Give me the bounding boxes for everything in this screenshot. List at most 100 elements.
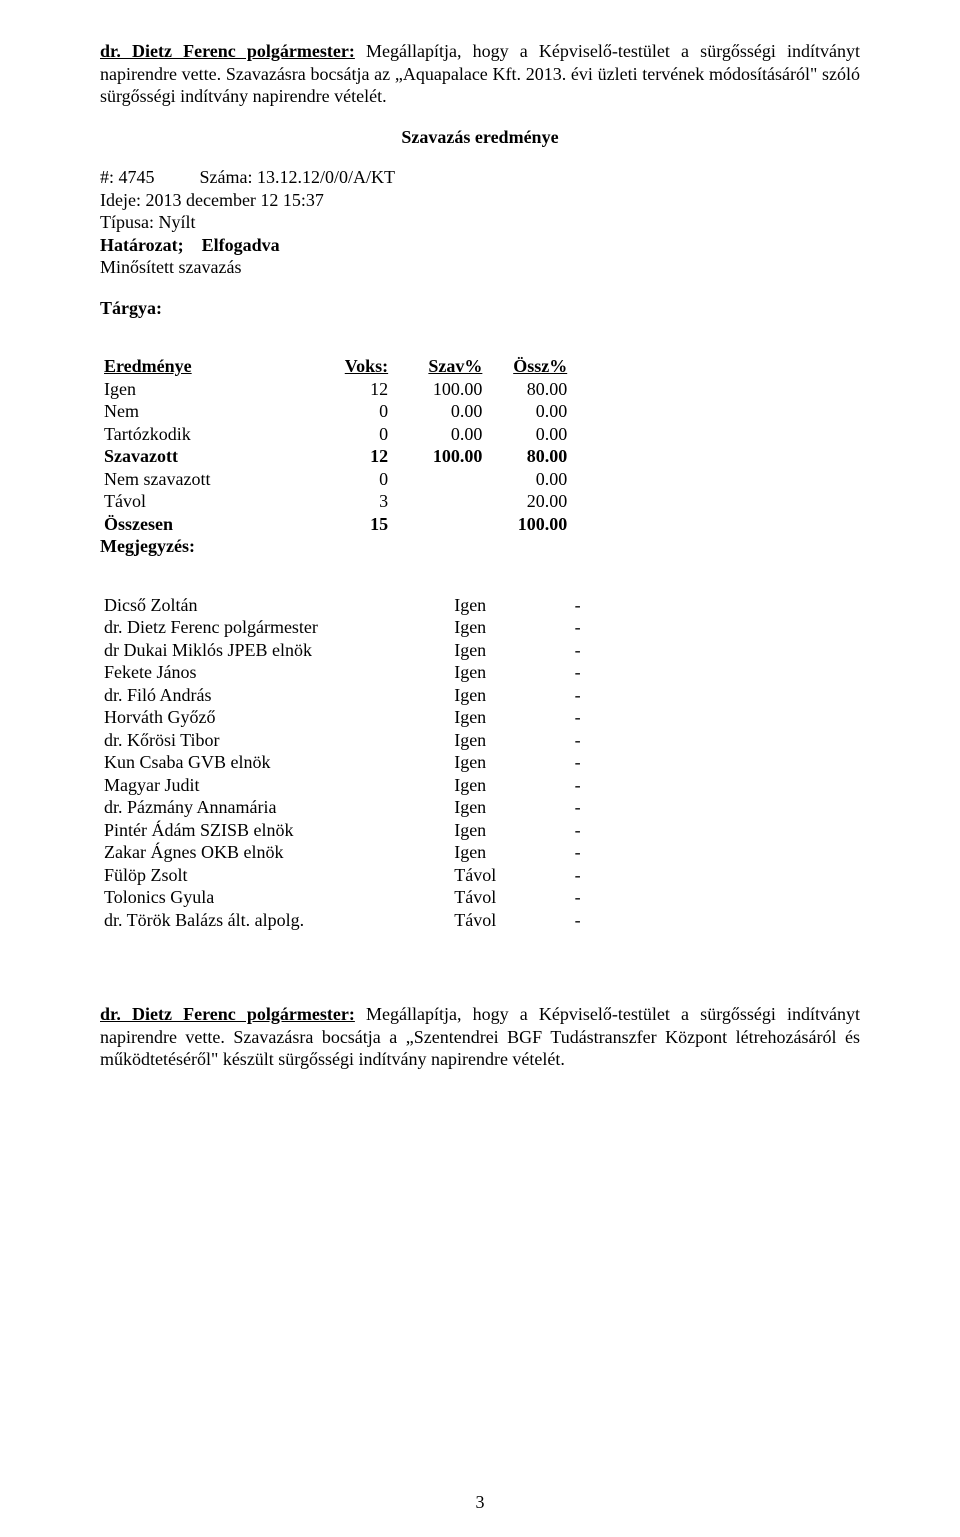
vote-value: Távol <box>450 886 570 909</box>
vote-row: dr Dukai Miklós JPEB elnökIgen- <box>100 639 647 662</box>
result-cell: 15 <box>298 513 392 536</box>
result-cell: 0.00 <box>392 423 486 446</box>
result-cell: 0.00 <box>486 468 571 491</box>
document-page: dr. Dietz Ferenc polgármester: Megállapí… <box>0 0 960 1537</box>
vote-name: Horváth Győző <box>100 706 450 729</box>
result-cell <box>392 468 486 491</box>
vote-dash: - <box>571 774 648 797</box>
result-row: Nem 0 0.00 0.00 <box>100 400 571 423</box>
vote-row: dr. Kőrösi TiborIgen- <box>100 729 647 752</box>
result-cell <box>392 513 486 536</box>
result-row: Összesen 15 100.00 <box>100 513 571 536</box>
vote-name: dr. Pázmány Annamária <box>100 796 450 819</box>
vote-row: Fekete JánosIgen- <box>100 661 647 684</box>
vote-result-title: Szavazás eredménye <box>100 126 860 149</box>
result-table: Eredménye Voks: Szav% Össz% Igen 12 100.… <box>100 355 571 535</box>
vote-row: dr. Török Balázs ált. alpolg.Távol- <box>100 909 647 932</box>
result-row: Nem szavazott 0 0.00 <box>100 468 571 491</box>
vote-name: dr. Török Balázs ált. alpolg. <box>100 909 450 932</box>
vote-dash: - <box>571 864 648 887</box>
result-cell: 0 <box>298 400 392 423</box>
result-cell: Nem <box>100 400 298 423</box>
vote-table: Dicső ZoltánIgen- dr. Dietz Ferenc polgá… <box>100 594 647 932</box>
result-cell: Összesen <box>100 513 298 536</box>
paragraph-2: dr. Dietz Ferenc polgármester: Megállapí… <box>100 1003 860 1071</box>
vote-row: Zakar Ágnes OKB elnökIgen- <box>100 841 647 864</box>
vote-dash: - <box>571 661 648 684</box>
speaker-1: dr. Dietz Ferenc polgármester: <box>100 41 355 61</box>
vote-dash: - <box>571 819 648 842</box>
result-header-cell: Szav% <box>392 355 486 378</box>
vote-name: Kun Csaba GVB elnök <box>100 751 450 774</box>
vote-dash: - <box>571 639 648 662</box>
meta-line-minositett: Minősített szavazás <box>100 256 860 279</box>
result-cell: 0.00 <box>392 400 486 423</box>
megjegyzes-label: Megjegyzés: <box>100 535 860 558</box>
vote-value: Igen <box>450 751 570 774</box>
vote-name: dr. Filó András <box>100 684 450 707</box>
vote-dash: - <box>571 751 648 774</box>
result-cell: Tartózkodik <box>100 423 298 446</box>
vote-value: Igen <box>450 684 570 707</box>
meta-line-tipusa: Típusa: Nyílt <box>100 211 860 234</box>
vote-name: Fekete János <box>100 661 450 684</box>
vote-row: Magyar JuditIgen- <box>100 774 647 797</box>
result-cell: 100.00 <box>392 378 486 401</box>
vote-dash: - <box>571 729 648 752</box>
result-cell: Szavazott <box>100 445 298 468</box>
result-cell: Igen <box>100 378 298 401</box>
vote-row: Tolonics GyulaTávol- <box>100 886 647 909</box>
vote-value: Igen <box>450 616 570 639</box>
result-cell: 0.00 <box>486 400 571 423</box>
vote-name: dr. Kőrösi Tibor <box>100 729 450 752</box>
vote-value: Igen <box>450 706 570 729</box>
result-cell: 20.00 <box>486 490 571 513</box>
result-cell: 12 <box>298 445 392 468</box>
vote-value: Igen <box>450 796 570 819</box>
meta-line-targya: Tárgya: <box>100 297 860 320</box>
result-cell: 0 <box>298 423 392 446</box>
vote-row: dr. Filó AndrásIgen- <box>100 684 647 707</box>
vote-row: Fülöp ZsoltTávol- <box>100 864 647 887</box>
vote-name: dr Dukai Miklós JPEB elnök <box>100 639 450 662</box>
vote-value: Távol <box>450 864 570 887</box>
result-row: Tartózkodik 0 0.00 0.00 <box>100 423 571 446</box>
result-header-cell: Eredménye <box>100 355 298 378</box>
meta-line-hatarozat: Határozat; Elfogadva <box>100 234 860 257</box>
vote-name: Zakar Ágnes OKB elnök <box>100 841 450 864</box>
vote-dash: - <box>571 886 648 909</box>
vote-value: Igen <box>450 841 570 864</box>
result-row: Távol 3 20.00 <box>100 490 571 513</box>
vote-dash: - <box>571 796 648 819</box>
speaker-2: dr. Dietz Ferenc polgármester: <box>100 1004 355 1024</box>
meta-line-hash-szama: #: 4745 Száma: 13.12.12/0/0/A/KT <box>100 166 860 189</box>
paragraph-1: dr. Dietz Ferenc polgármester: Megállapí… <box>100 40 860 108</box>
vote-name: Fülöp Zsolt <box>100 864 450 887</box>
vote-row: Kun Csaba GVB elnökIgen- <box>100 751 647 774</box>
vote-value: Igen <box>450 729 570 752</box>
result-cell <box>392 490 486 513</box>
result-cell: 0.00 <box>486 423 571 446</box>
vote-value: Igen <box>450 661 570 684</box>
result-row: Szavazott 12 100.00 80.00 <box>100 445 571 468</box>
result-header-cell: Össz% <box>486 355 571 378</box>
vote-name: Dicső Zoltán <box>100 594 450 617</box>
vote-dash: - <box>571 909 648 932</box>
result-row: Igen 12 100.00 80.00 <box>100 378 571 401</box>
vote-dash: - <box>571 616 648 639</box>
vote-row: Pintér Ádám SZISB elnökIgen- <box>100 819 647 842</box>
vote-value: Igen <box>450 774 570 797</box>
meta-line-ideje: Ideje: 2013 december 12 15:37 <box>100 189 860 212</box>
vote-value: Távol <box>450 909 570 932</box>
vote-dash: - <box>571 841 648 864</box>
vote-meta-block: #: 4745 Száma: 13.12.12/0/0/A/KT Ideje: … <box>100 166 860 319</box>
vote-value: Igen <box>450 594 570 617</box>
result-cell: Távol <box>100 490 298 513</box>
vote-name: Tolonics Gyula <box>100 886 450 909</box>
result-cell: 80.00 <box>486 445 571 468</box>
vote-row: dr. Dietz Ferenc polgármesterIgen- <box>100 616 647 639</box>
result-cell: 3 <box>298 490 392 513</box>
vote-dash: - <box>571 684 648 707</box>
vote-name: Magyar Judit <box>100 774 450 797</box>
vote-value: Igen <box>450 639 570 662</box>
